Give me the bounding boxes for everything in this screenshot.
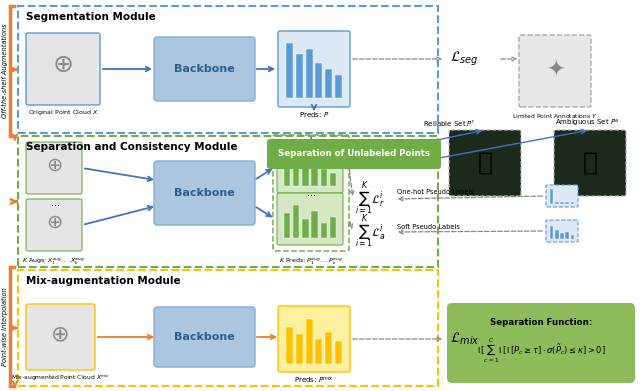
Bar [296, 54, 303, 98]
Bar [330, 217, 336, 239]
Text: Preds: $P^{mix}$: Preds: $P^{mix}$ [294, 375, 334, 386]
Bar [293, 161, 300, 187]
Bar [555, 201, 559, 204]
Bar [550, 189, 554, 204]
Bar [306, 48, 312, 98]
FancyBboxPatch shape [554, 130, 626, 196]
Text: ⊕: ⊕ [52, 53, 74, 77]
Bar [306, 319, 312, 364]
Bar [296, 334, 303, 364]
Text: $\mathbb{1}[\sum_{c=1}^{C} \mathbb{1}[\mathbb{1}[P_c \geq \tau] \cdot \sigma(\ti: $\mathbb{1}[\sum_{c=1}^{C} \mathbb{1}[\m… [476, 337, 606, 366]
Bar [312, 165, 318, 187]
Text: ...: ... [51, 198, 61, 208]
Bar [293, 205, 300, 239]
Bar [312, 211, 318, 239]
Bar [325, 69, 332, 98]
Bar [571, 235, 575, 239]
FancyBboxPatch shape [154, 37, 255, 101]
FancyBboxPatch shape [26, 33, 100, 105]
Text: Separation Function:: Separation Function: [490, 318, 592, 327]
Bar [555, 230, 559, 239]
Text: $\mathcal{L}_{mix}$: $\mathcal{L}_{mix}$ [450, 331, 480, 347]
Bar [321, 223, 327, 239]
FancyBboxPatch shape [278, 31, 350, 107]
Text: Mix-augmented Point Cloud $X^{mix}$: Mix-augmented Point Cloud $X^{mix}$ [11, 373, 110, 383]
Bar [330, 173, 336, 187]
FancyBboxPatch shape [26, 199, 82, 251]
FancyBboxPatch shape [154, 161, 255, 225]
FancyBboxPatch shape [449, 130, 521, 196]
Bar [335, 75, 342, 98]
FancyBboxPatch shape [277, 193, 343, 245]
Text: ...: ... [307, 188, 316, 198]
FancyBboxPatch shape [546, 185, 578, 207]
Bar [325, 332, 332, 364]
Text: ⊕: ⊕ [46, 156, 62, 174]
Text: Soft Pseudo Labels: Soft Pseudo Labels [397, 224, 460, 230]
Text: Original Point Cloud $X$: Original Point Cloud $X$ [28, 108, 98, 117]
Bar [550, 226, 554, 239]
Text: 🌿: 🌿 [477, 151, 493, 175]
FancyBboxPatch shape [26, 142, 82, 194]
Bar [284, 213, 290, 239]
Text: Reliable Set $P^r$: Reliable Set $P^r$ [422, 119, 476, 129]
Bar [302, 155, 308, 187]
Text: $\mathcal{L}_{seg}$: $\mathcal{L}_{seg}$ [450, 50, 479, 68]
Text: ⊕: ⊕ [51, 324, 70, 344]
Bar [335, 341, 342, 364]
Text: $\sum_{i=1}^{K} \mathcal{L}_r^i$: $\sum_{i=1}^{K} \mathcal{L}_r^i$ [355, 180, 385, 217]
Bar [286, 43, 293, 98]
Bar [560, 233, 564, 239]
Text: $K$ Augs: $X_1^{aug}...X_k^{aug}$: $K$ Augs: $X_1^{aug}...X_k^{aug}$ [22, 257, 86, 267]
Text: Backbone: Backbone [174, 64, 235, 74]
Text: One-hot Pseudo Labels: One-hot Pseudo Labels [397, 189, 474, 195]
Text: Mix-augmentation Module: Mix-augmentation Module [26, 276, 180, 286]
Text: Separation of Unlabeled Points: Separation of Unlabeled Points [278, 149, 430, 158]
Bar [565, 232, 569, 239]
Text: 🌿: 🌿 [582, 151, 598, 175]
FancyBboxPatch shape [26, 304, 95, 370]
Text: $K$ Preds: $P_1^{aug}...P_k^{aug}$: $K$ Preds: $P_1^{aug}...P_k^{aug}$ [279, 257, 343, 267]
Bar [316, 63, 323, 98]
Bar [302, 219, 308, 239]
Text: Point-wise Interpolation: Point-wise Interpolation [2, 287, 8, 366]
Text: Preds: $P$: Preds: $P$ [299, 110, 329, 119]
Bar [286, 326, 293, 364]
Text: Off-the-shelf Augmentations: Off-the-shelf Augmentations [2, 24, 8, 118]
FancyBboxPatch shape [546, 220, 578, 242]
Text: Ambiguous Set $P^a$: Ambiguous Set $P^a$ [555, 118, 620, 129]
Text: ⊕: ⊕ [46, 212, 62, 231]
Text: Backbone: Backbone [174, 188, 235, 198]
Bar [316, 339, 323, 364]
Bar [321, 169, 327, 187]
Text: ✦: ✦ [546, 61, 564, 81]
Text: Backbone: Backbone [174, 332, 235, 342]
FancyBboxPatch shape [519, 35, 591, 107]
FancyBboxPatch shape [154, 307, 255, 367]
Bar [571, 202, 575, 204]
Bar [284, 151, 290, 187]
FancyBboxPatch shape [267, 139, 441, 169]
Text: $\sum_{i=1}^{K} \mathcal{L}_a^i$: $\sum_{i=1}^{K} \mathcal{L}_a^i$ [355, 213, 386, 251]
Text: Limited Point Annotations $Y$: Limited Point Annotations $Y$ [513, 112, 598, 120]
Text: Separation and Consistency Module: Separation and Consistency Module [26, 142, 237, 152]
FancyBboxPatch shape [277, 141, 343, 193]
Bar [560, 202, 564, 204]
Text: Segmentation Module: Segmentation Module [26, 12, 156, 22]
FancyBboxPatch shape [447, 303, 635, 383]
FancyBboxPatch shape [278, 306, 350, 372]
Bar [565, 202, 569, 204]
